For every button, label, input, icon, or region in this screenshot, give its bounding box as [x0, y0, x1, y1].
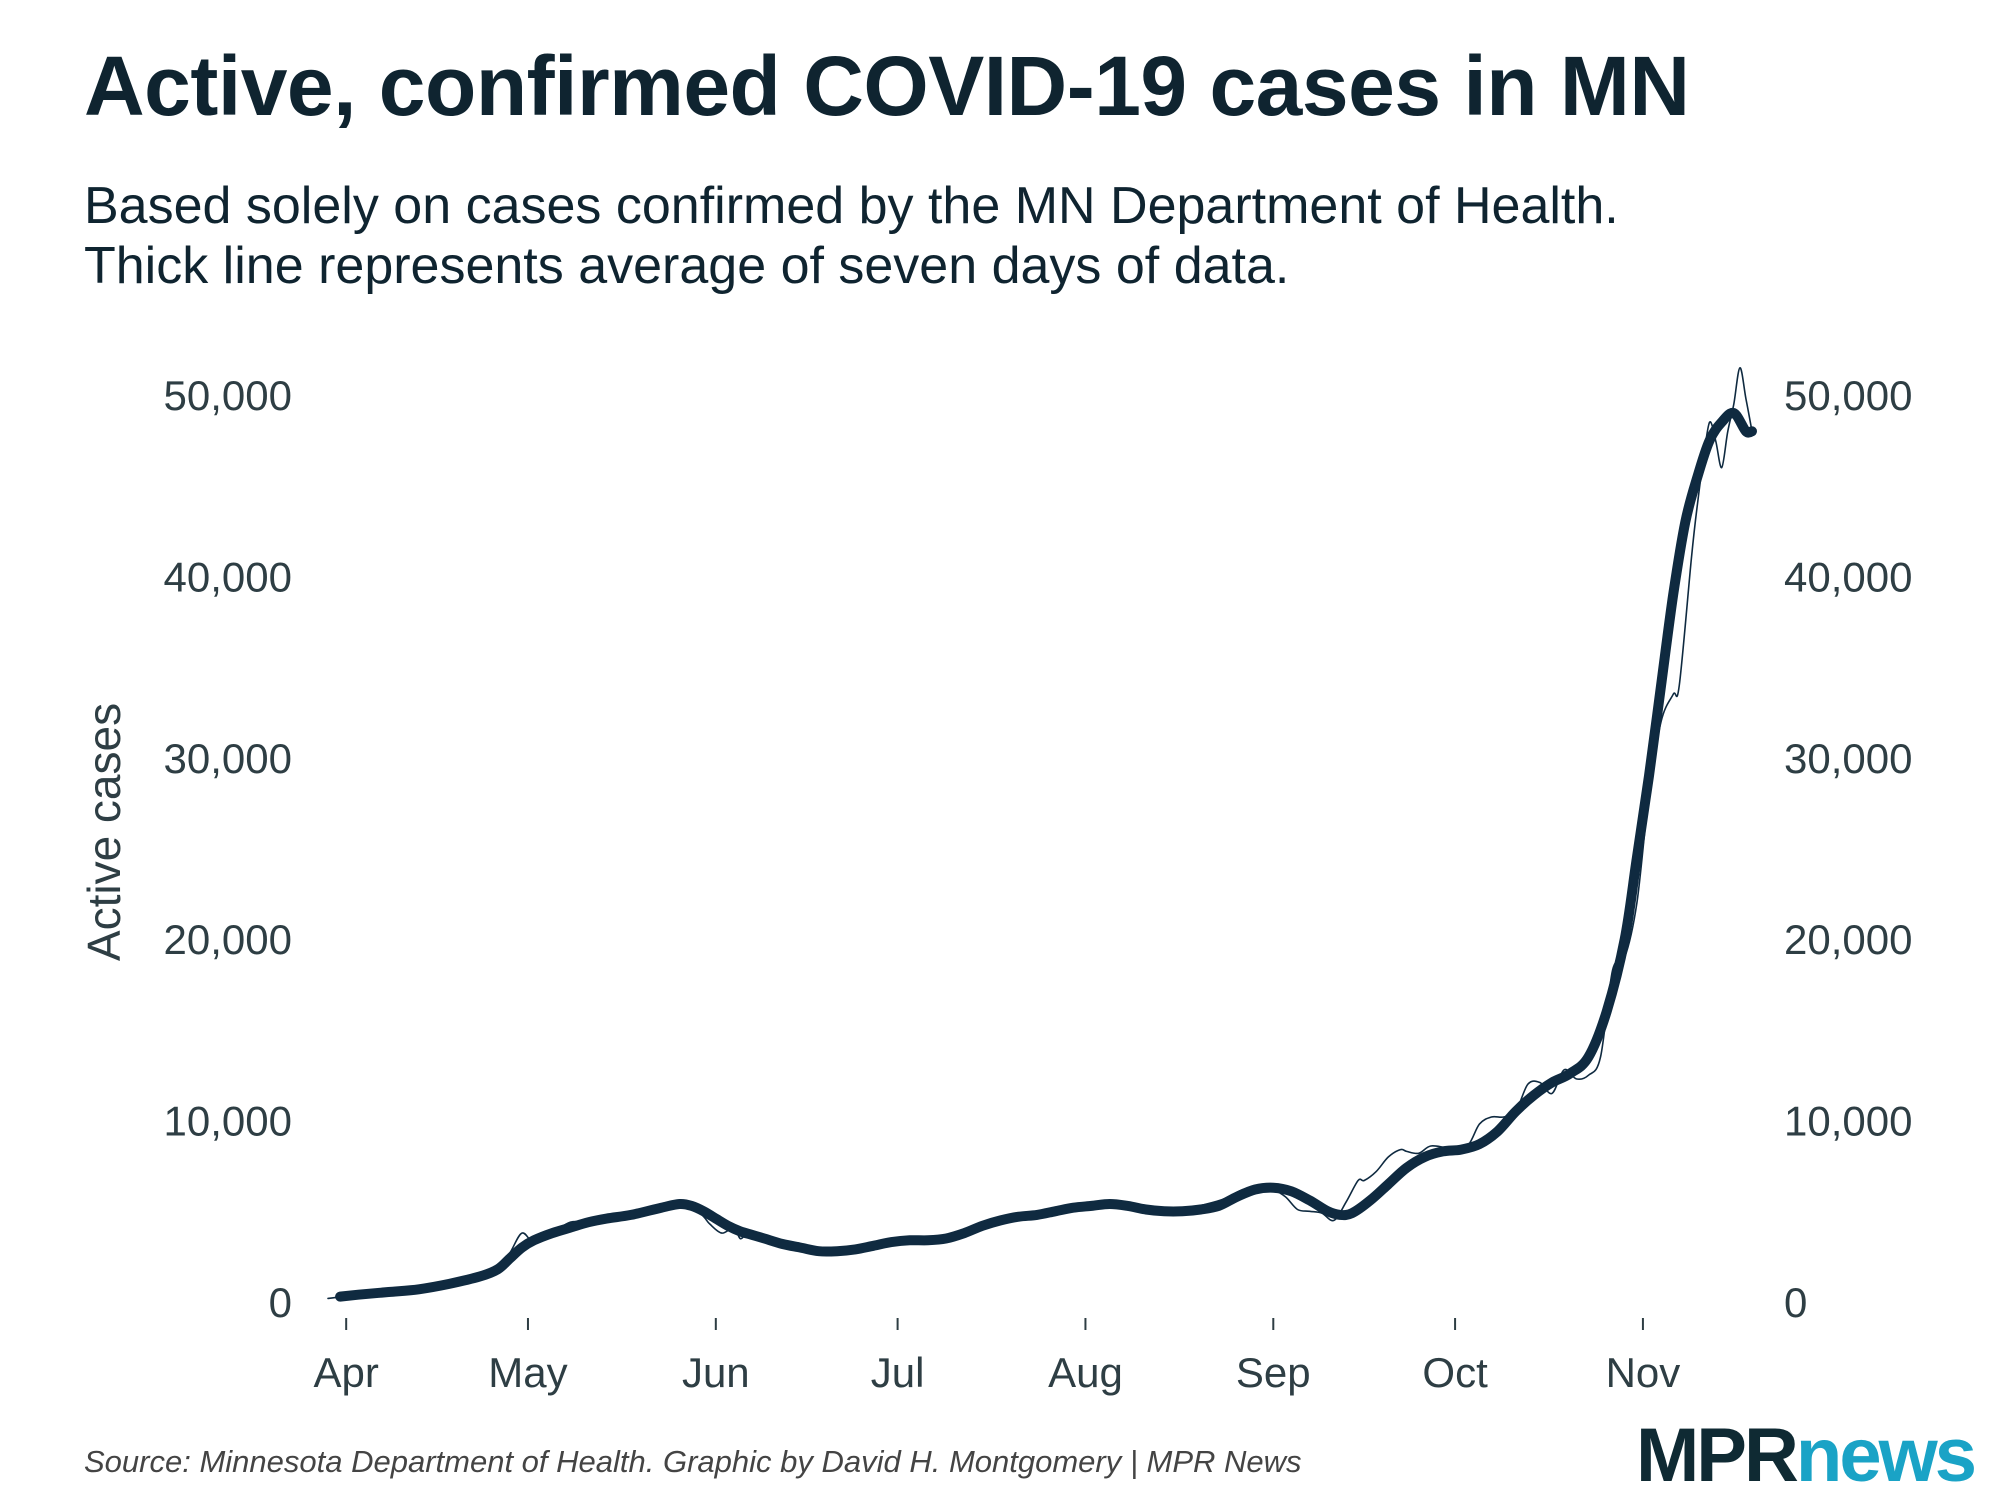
y-tick-left-1: 10,000 — [164, 1098, 292, 1145]
y-tick-right-3: 30,000 — [1784, 735, 1912, 782]
x-tick-3: Jul — [871, 1349, 925, 1396]
x-axis: Apr May Jun Jul Aug Sep Oct Nov — [313, 1318, 1680, 1396]
x-tick-1: May — [488, 1349, 567, 1396]
y-tick-right-1: 10,000 — [1784, 1098, 1912, 1145]
x-tick-0: Apr — [313, 1349, 378, 1396]
y-tick-right-0: 0 — [1784, 1279, 1807, 1326]
x-tick-6: Oct — [1422, 1349, 1488, 1396]
chart-title: Active, confirmed COVID-19 cases in MN — [84, 39, 1690, 133]
y-axis-right: 0 10,000 20,000 30,000 40,000 50,000 — [1784, 372, 1912, 1326]
y-axis-label: Active cases — [78, 703, 130, 961]
x-tick-2: Jun — [682, 1349, 750, 1396]
y-axis-left: 0 10,000 20,000 30,000 40,000 50,000 — [164, 372, 292, 1326]
chart-subtitle: Based solely on cases confirmed by the M… — [84, 176, 1619, 296]
x-tick-7: Nov — [1606, 1349, 1681, 1396]
y-tick-left-0: 0 — [269, 1279, 292, 1326]
y-tick-left-5: 50,000 — [164, 372, 292, 419]
source-credit: Source: Minnesota Department of Health. … — [84, 1444, 1302, 1479]
y-tick-right-2: 20,000 — [1784, 916, 1912, 963]
logo-news: news — [1795, 1413, 1977, 1498]
mpr-news-logo: MPRnews — [1636, 1418, 1977, 1494]
logo-mpr: MPR — [1636, 1413, 1799, 1498]
series-line-daily-active — [327, 366, 1753, 1300]
x-tick-5: Sep — [1236, 1349, 1311, 1396]
x-tick-4: Aug — [1048, 1349, 1123, 1396]
subtitle-line-2: Thick line represents average of seven d… — [84, 237, 1290, 295]
y-tick-left-3: 30,000 — [164, 735, 292, 782]
y-tick-left-4: 40,000 — [164, 553, 292, 600]
series-line-7-day-average — [335, 407, 1757, 1302]
subtitle-line-1: Based solely on cases confirmed by the M… — [84, 177, 1619, 235]
y-tick-left-2: 20,000 — [164, 916, 292, 963]
series-layer — [327, 366, 1757, 1302]
y-tick-right-4: 40,000 — [1784, 553, 1912, 600]
y-tick-right-5: 50,000 — [1784, 372, 1912, 419]
